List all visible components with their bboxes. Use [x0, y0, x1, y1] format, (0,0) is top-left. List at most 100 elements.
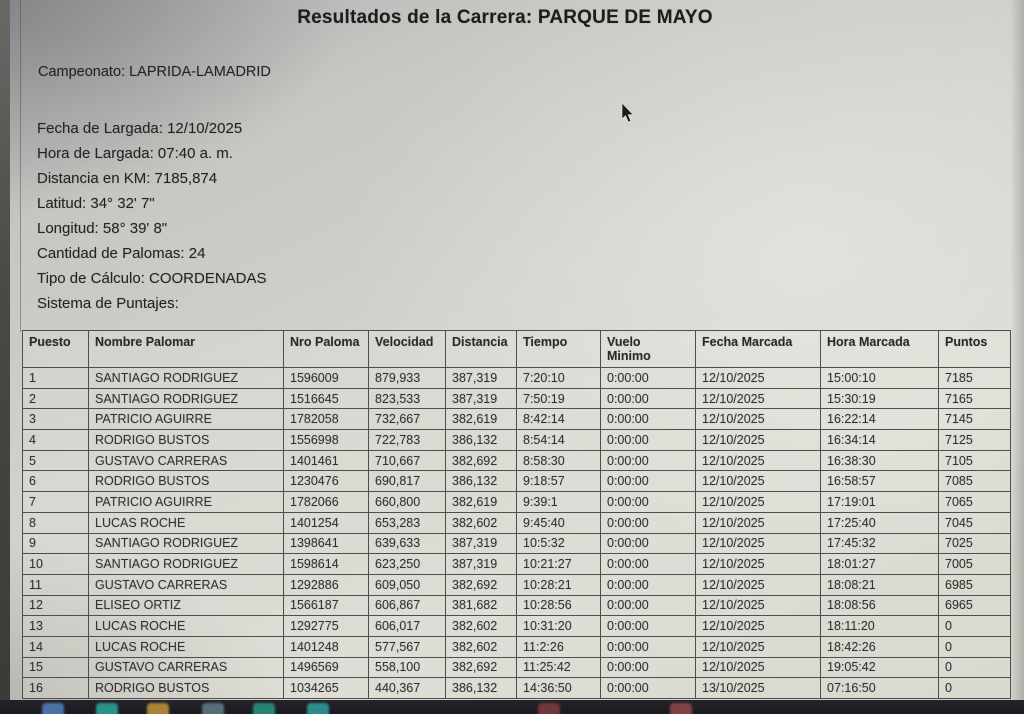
table-cell: 7045 [938, 511, 1011, 534]
table-cell: 381,682 [445, 594, 517, 617]
table-cell: 10:28:56 [516, 594, 601, 617]
table-cell: PATRICIO AGUIRRE [88, 491, 284, 513]
table-row: 1 SANTIAGO RODRIGUEZ 1596009 879,933 387,319… [22, 367, 1011, 389]
table-cell: 6985 [938, 573, 1011, 596]
column-header: Nro Paloma [283, 330, 369, 368]
table-row: 4 RODRIGO BUSTOS 1556998 722,783 386,132 8:54… [22, 429, 1011, 451]
table-cell: 12/10/2025 [695, 449, 821, 472]
table-cell: 0:00:00 [600, 635, 696, 658]
table-cell: 1401248 [283, 635, 369, 658]
table-cell: 0:00:00 [600, 573, 696, 596]
table-cell: 0:00:00 [600, 491, 696, 513]
table-cell: 12/10/2025 [695, 470, 821, 493]
taskbar-app-icon-5[interactable] [253, 703, 275, 714]
table-cell: 710,667 [368, 449, 446, 472]
table-cell: 13 [22, 615, 89, 637]
table-cell: GUSTAVO CARRERAS [88, 573, 284, 596]
table-cell: 18:08:21 [820, 573, 939, 596]
photo-right-shade [1010, 0, 1024, 714]
table-cell: 0 [938, 656, 1011, 679]
table-cell: 7065 [938, 491, 1011, 513]
table-cell: 386,132 [445, 470, 517, 493]
table-cell: 16 [22, 677, 89, 699]
table-cell: SANTIAGO RODRIGUEZ [88, 553, 284, 575]
taskbar-app-icon-8[interactable] [670, 703, 692, 714]
table-cell: 10:28:21 [516, 573, 601, 596]
taskbar-app-icon-4[interactable] [202, 703, 224, 714]
table-cell: 12/10/2025 [695, 429, 821, 451]
table-cell: LUCAS ROCHE [88, 635, 284, 658]
table-cell: 1034265 [283, 677, 369, 699]
info-line: Sistema de Puntajes: [37, 295, 179, 312]
table-cell: 382,692 [445, 449, 517, 472]
column-header-label: Nro Paloma [290, 335, 360, 349]
table-cell: 1398641 [283, 532, 369, 555]
table-cell: 0:00:00 [600, 367, 696, 389]
table-cell: 15 [22, 656, 89, 679]
column-header: Fecha Marcada [695, 330, 821, 368]
table-cell: 623,250 [368, 553, 446, 575]
table-row: 7 PATRICIO AGUIRRE 1782066 660,800 382,619 9:… [22, 491, 1011, 513]
results-table: Puesto Nombre Palomar Nro Paloma Velocidad D… [22, 330, 1011, 699]
table-cell: LUCAS ROCHE [88, 615, 284, 637]
table-cell: 1782066 [283, 491, 369, 513]
column-header: Velocidad [368, 330, 446, 368]
table-cell: 7185 [938, 367, 1011, 389]
table-cell: 12 [22, 594, 89, 617]
table-cell: 7005 [938, 553, 1011, 575]
table-cell: 7125 [938, 429, 1011, 451]
taskbar-app-icon-6[interactable] [307, 703, 329, 714]
table-cell: 0:00:00 [600, 532, 696, 555]
table-cell: 5 [22, 449, 89, 472]
table-cell: 12/10/2025 [695, 635, 821, 658]
page-title: Resultados de la Carrera: PARQUE DE MAYO [297, 7, 713, 28]
table-cell: 382,602 [445, 615, 517, 637]
table-cell: 7085 [938, 470, 1011, 493]
column-header-label: Hora Marcada [827, 335, 910, 349]
table-cell: 1556998 [283, 429, 369, 451]
table-cell: 14:36:50 [516, 677, 601, 699]
table-row: 16 RODRIGO BUSTOS 1034265 440,367 386,132 14:… [22, 677, 1011, 699]
table-cell: 0:00:00 [600, 408, 696, 431]
table-cell: 9:18:57 [516, 470, 601, 493]
table-cell: 12/10/2025 [695, 573, 821, 596]
table-cell: GUSTAVO CARRERAS [88, 449, 284, 472]
info-line: Tipo de Cálculo: COORDENADAS [37, 270, 267, 287]
info-line: Distancia en KM: 7185,874 [37, 170, 218, 187]
table-cell: 732,667 [368, 408, 446, 431]
table-cell: 7:20:10 [516, 367, 601, 389]
table-cell: 10:21:27 [516, 553, 601, 575]
table-cell: 382,692 [445, 656, 517, 679]
table-cell: PATRICIO AGUIRRE [88, 408, 284, 431]
table-cell: 1401461 [283, 449, 369, 472]
table-cell: 3 [22, 408, 89, 431]
table-cell: 823,533 [368, 387, 446, 410]
table-cell: 12/10/2025 [695, 615, 821, 637]
taskbar-app-icon-3[interactable] [147, 703, 169, 714]
photo-left-edge [0, 0, 10, 700]
table-cell: 0:00:00 [600, 594, 696, 617]
table-cell: 386,132 [445, 429, 517, 451]
taskbar-app-icon-1[interactable] [42, 703, 64, 714]
table-cell: 0 [938, 635, 1011, 658]
table-cell: GUSTAVO CARRERAS [88, 656, 284, 679]
table-cell: 387,319 [445, 367, 517, 389]
taskbar-app-icon-7[interactable] [538, 703, 560, 714]
table-cell: 12/10/2025 [695, 408, 821, 431]
table-cell: 1292886 [283, 573, 369, 596]
info-line: Latitud: 34° 32' 7" [37, 195, 155, 212]
table-cell: 12/10/2025 [695, 367, 821, 389]
taskbar-app-icon-2[interactable] [96, 703, 118, 714]
table-cell: 15:00:10 [820, 367, 939, 389]
page-edge-line [20, 0, 21, 332]
table-cell: 387,319 [445, 387, 517, 410]
table-row: 6 RODRIGO BUSTOS 1230476 690,817 386,132 9:18… [22, 470, 1011, 493]
table-cell: 639,633 [368, 532, 446, 555]
table-cell: 12/10/2025 [695, 532, 821, 555]
table-cell: 18:11:20 [820, 615, 939, 637]
table-cell: 1566187 [283, 594, 369, 617]
table-cell: 1516645 [283, 387, 369, 410]
column-header-label: Vuelo Minimo [607, 335, 651, 363]
table-cell: 1230476 [283, 470, 369, 493]
table-cell: SANTIAGO RODRIGUEZ [88, 532, 284, 555]
